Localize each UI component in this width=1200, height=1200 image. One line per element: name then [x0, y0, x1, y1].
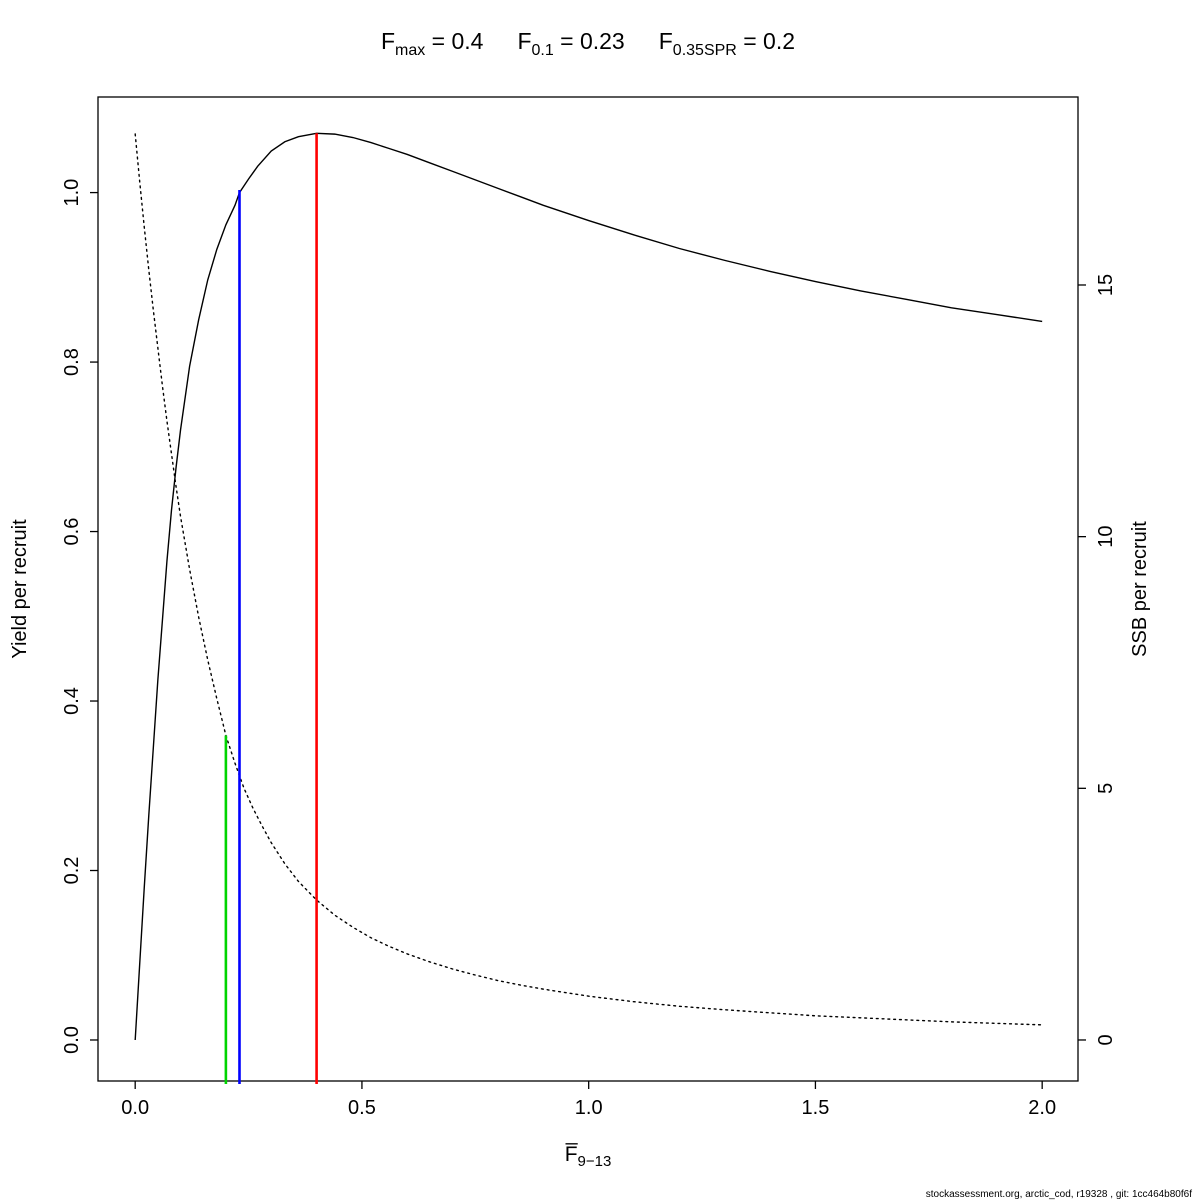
yield-per-recruit-curve	[134, 132, 1043, 1041]
y-axis-left: 0.0 0.2 0.4 0.6 0.8 1.0	[61, 179, 98, 1054]
y-left-tick-label: 0.0	[61, 1026, 83, 1054]
x-axis-tick-label: 0.0	[121, 1097, 149, 1119]
footer-credit: stockassessment.org, arctic_cod, r19328 …	[926, 1189, 1192, 1200]
x-axis-tick-label: 2.0	[1028, 1097, 1056, 1119]
x-axis-tick-label: 1.5	[802, 1097, 830, 1119]
x-axis: 0.0 0.5 1.0 1.5 2.0	[121, 1081, 1056, 1119]
x-axis-title: F̅9−13	[565, 1143, 612, 1170]
x-axis-tick-label: 0.5	[348, 1097, 376, 1119]
y-right-tick-label: 10	[1095, 526, 1117, 548]
y-right-tick-label: 0	[1095, 1034, 1117, 1045]
y-left-axis-title: Yield per recruit	[9, 519, 31, 659]
y-right-tick-label: 5	[1095, 783, 1117, 794]
x-axis-tick-label: 1.0	[575, 1097, 603, 1119]
y-right-tick-label: 15	[1095, 274, 1117, 296]
y-axis-right: 0 5 10 15	[1078, 274, 1117, 1046]
chart-title: Fmax = 0.4 F0.1 = 0.23 F0.35SPR = 0.2	[381, 28, 795, 59]
y-left-tick-label: 0.4	[61, 687, 83, 715]
plot-area: 0.0 0.5 1.0 1.5 2.0 0.0 0.2 0.4 0.6 0.8 1.0 0 5 10 15 F…	[61, 28, 1117, 1170]
y-left-tick-label: 0.2	[61, 857, 83, 885]
y-left-tick-label: 0.8	[61, 348, 83, 376]
y-left-tick-label: 1.0	[61, 179, 83, 207]
plot-box	[97, 96, 1079, 1082]
y-left-tick-label: 0.6	[61, 518, 83, 546]
y-right-axis-title: SSB per recruit	[1129, 521, 1151, 657]
ssb-per-recruit-curve	[134, 133, 1043, 1026]
